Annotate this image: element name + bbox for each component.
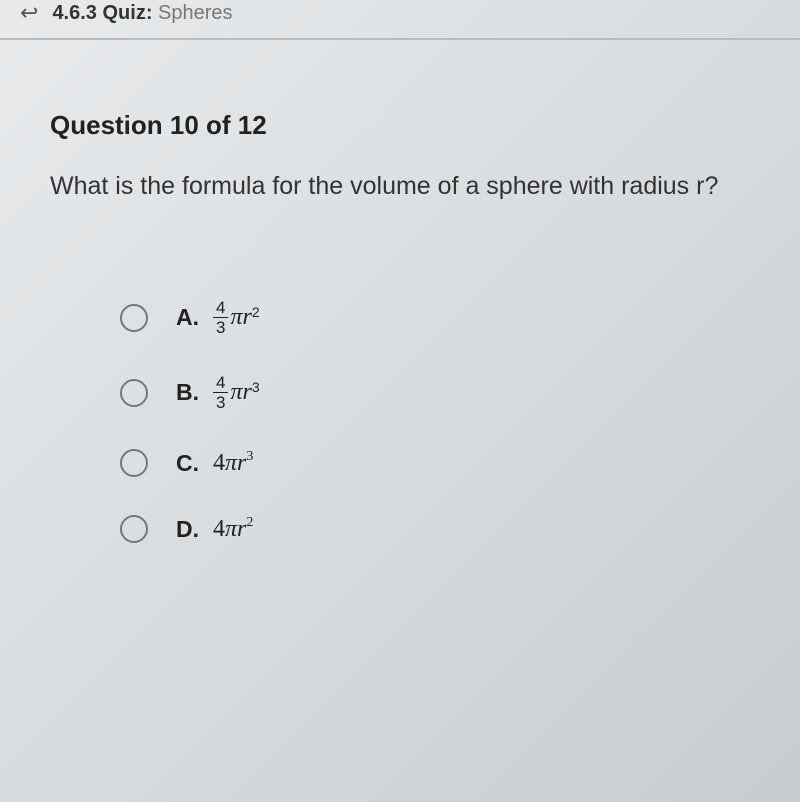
pi-symbol: π [230,304,242,331]
variable-r: r [237,450,246,477]
radio-icon[interactable] [120,515,148,543]
quiz-header: ↩ 4.6.3 Quiz: Spheres [0,0,800,40]
back-arrow-icon[interactable]: ↩ [20,0,38,26]
option-letter: B. [176,379,199,406]
pi-symbol: π [230,379,242,406]
quiz-word: Quiz: [102,2,152,24]
pi-symbol: π [225,450,237,477]
quiz-topic: Spheres [158,2,233,24]
option-a[interactable]: A. 4 3 πr2 [120,299,760,336]
question-number-label: Question 10 of 12 [50,110,760,141]
coefficient: 4 [213,450,225,477]
option-formula: 4 3 πr2 [213,299,260,336]
fraction: 4 3 [213,299,228,336]
option-formula: 4πr2 [213,516,253,543]
radio-icon[interactable] [120,379,148,407]
option-formula: 4 3 πr3 [213,374,260,411]
quiz-breadcrumb: 4.6.3 Quiz: Spheres [52,2,232,25]
fraction: 4 3 [213,374,228,411]
exponent: 3 [246,449,253,465]
option-b[interactable]: B. 4 3 πr3 [120,374,760,411]
radio-icon[interactable] [120,304,148,332]
option-letter: C. [176,450,199,477]
coefficient: 4 [213,516,225,543]
options-list: A. 4 3 πr2 B. 4 3 πr3 C. [50,299,760,543]
option-letter: A. [176,304,199,331]
numerator: 4 [213,299,228,318]
question-text: What is the formula for the volume of a … [50,169,760,204]
option-formula: 4πr3 [213,450,253,477]
denominator: 3 [213,393,228,411]
exponent: 2 [252,304,260,320]
variable-r: r [243,304,252,331]
option-c[interactable]: C. 4πr3 [120,449,760,477]
denominator: 3 [213,318,228,336]
exponent: 3 [252,379,260,395]
radio-icon[interactable] [120,449,148,477]
variable-r: r [237,516,246,543]
variable-r: r [243,379,252,406]
section-number: 4.6.3 [52,2,96,24]
pi-symbol: π [225,516,237,543]
question-content: Question 10 of 12 What is the formula fo… [0,40,800,543]
numerator: 4 [213,374,228,393]
option-d[interactable]: D. 4πr2 [120,515,760,543]
exponent: 2 [246,515,253,531]
option-letter: D. [176,516,199,543]
